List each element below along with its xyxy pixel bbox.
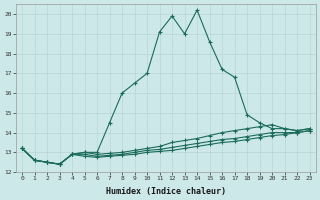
X-axis label: Humidex (Indice chaleur): Humidex (Indice chaleur) [106,187,226,196]
